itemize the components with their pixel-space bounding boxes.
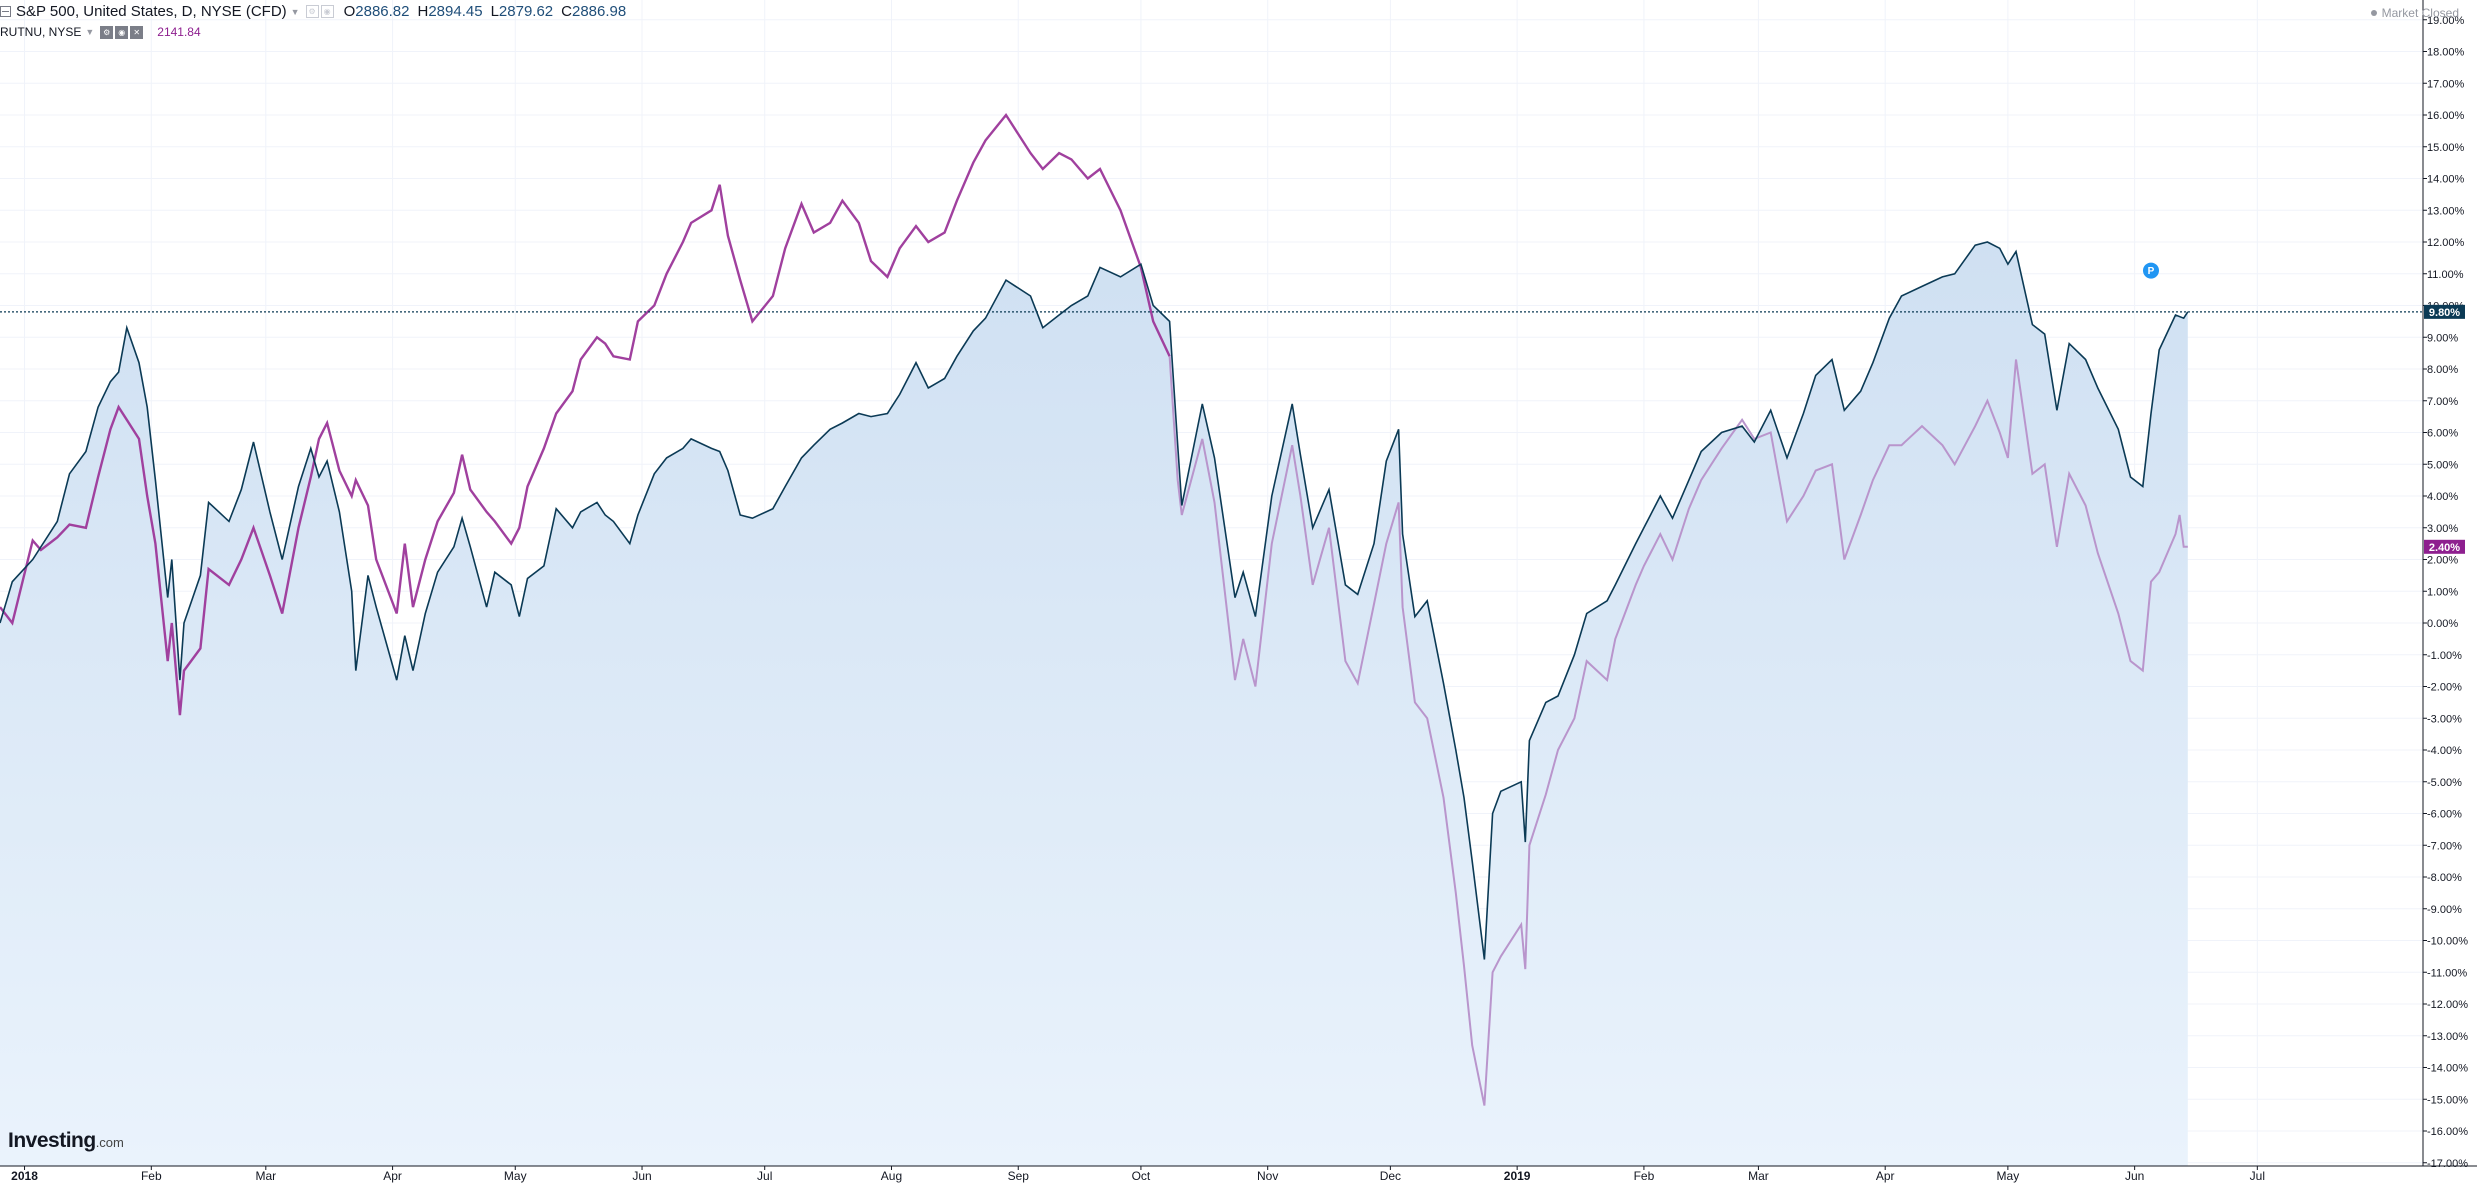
last-value-label: 9.80% — [2429, 307, 2460, 319]
y-tick-label: 2.00% — [2427, 555, 2458, 567]
x-tick-label: Aug — [881, 1169, 902, 1183]
settings-icon[interactable]: ⚙ — [100, 25, 114, 39]
p-marker[interactable]: P — [2142, 262, 2159, 279]
y-tick-label: 11.00% — [2427, 269, 2464, 281]
close-icon[interactable]: ✕ — [130, 25, 144, 39]
y-tick-label: -1.00% — [2427, 650, 2462, 662]
x-tick-label: Apr — [1876, 1169, 1895, 1183]
x-tick-label: Jun — [2125, 1169, 2144, 1183]
y-tick-label: 0.00% — [2427, 618, 2458, 630]
chevron-down-icon[interactable]: ▼ — [290, 6, 300, 17]
status-dot-icon — [2370, 10, 2377, 16]
y-tick-label: 8.00% — [2427, 364, 2458, 376]
market-status-label: Market Closed — [2381, 6, 2459, 20]
last-value-label: 2.40% — [2429, 542, 2460, 554]
x-tick-label: Nov — [1257, 1169, 1278, 1183]
visibility-icon[interactable]: ◉ — [320, 5, 334, 18]
y-tick-label: -11.00% — [2427, 967, 2467, 979]
rutnu-line — [0, 112, 1171, 716]
y-tick-label: -16.00% — [2427, 1126, 2468, 1138]
y-tick-label: 14.00% — [2427, 174, 2465, 186]
y-tick-label: -12.00% — [2427, 999, 2468, 1011]
y-tick-label: -2.00% — [2427, 682, 2462, 694]
y-tick-label: -8.00% — [2427, 872, 2462, 884]
high-value: 2894.45 — [428, 3, 483, 20]
settings-icon[interactable]: ⚙ — [305, 5, 319, 18]
compare-symbol-label[interactable]: RUTNU, NYSE — [0, 25, 82, 39]
open-label: O — [343, 3, 356, 20]
x-tick-label: Feb — [1634, 1169, 1655, 1183]
y-tick-label: -3.00% — [2427, 713, 2462, 725]
x-tick-label: Mar — [255, 1169, 276, 1183]
compare-value: 2141.84 — [157, 25, 201, 39]
y-tick-label: 7.00% — [2427, 396, 2458, 408]
open-value: 2886.82 — [355, 3, 410, 20]
y-tick-label: -6.00% — [2427, 809, 2462, 821]
x-tick-label: Oct — [1132, 1169, 1151, 1183]
y-tick-label: -17.00% — [2427, 1158, 2468, 1170]
y-tick-label: -9.00% — [2427, 904, 2462, 916]
sp500-line — [0, 241, 2189, 960]
x-tick-label: Jun — [632, 1169, 651, 1183]
high-label: H — [417, 3, 429, 20]
logo-brand: Investing — [8, 1129, 96, 1152]
x-tick-label: 2019 — [1504, 1169, 1531, 1183]
main-symbol-label[interactable]: S&P 500, United States, D, NYSE (CFD) — [16, 3, 287, 20]
y-tick-label: -4.00% — [2427, 745, 2462, 757]
y-tick-label: 1.00% — [2427, 586, 2458, 598]
y-tick-label: -14.00% — [2427, 1063, 2468, 1075]
y-tick-label: 17.00% — [2427, 78, 2465, 90]
rutnu-line-light-segment — [1168, 356, 2188, 1106]
marker-label: P — [2148, 266, 2155, 277]
x-tick-label: Jul — [2250, 1169, 2265, 1183]
x-tick-label: Apr — [383, 1169, 402, 1183]
market-status: Market Closed — [2370, 6, 2459, 20]
chevron-down-icon[interactable]: ▼ — [85, 27, 95, 37]
close-value: 2886.98 — [572, 3, 627, 20]
price-scale[interactable]: 19.00% 18.00% 17.00% 16.00% 15.00% 14.00% 13.0… — [2423, 15, 2468, 1170]
y-tick-label: 5.00% — [2427, 459, 2458, 471]
investing-logo: Investing.com — [8, 1129, 124, 1153]
main-series-legend: S&P 500, United States, D, NYSE (CFD) ▼ … — [0, 3, 626, 20]
last-value-badge — [2424, 539, 2465, 554]
x-tick-label: May — [504, 1169, 527, 1183]
x-tick-label: Jul — [757, 1169, 772, 1183]
y-tick-label: 16.00% — [2427, 110, 2465, 122]
y-tick-label: 13.00% — [2427, 205, 2465, 217]
last-value-badge — [2424, 304, 2465, 319]
y-tick-label: -5.00% — [2427, 777, 2462, 789]
low-label: L — [490, 3, 499, 20]
y-tick-label: 18.00% — [2427, 47, 2465, 59]
last-value-labels: 9.80% 2.40% — [2424, 304, 2465, 554]
close-label: C — [561, 3, 572, 20]
y-tick-label: 12.00% — [2427, 237, 2465, 249]
y-tick-label: 4.00% — [2427, 491, 2458, 503]
logo-domain: .com — [95, 1135, 124, 1150]
y-tick-label: 19.00% — [2427, 15, 2465, 27]
y-tick-label: 6.00% — [2427, 428, 2458, 440]
y-tick-label: -15.00% — [2427, 1094, 2468, 1106]
x-tick-label: Feb — [141, 1169, 162, 1183]
sp500-area-fill — [0, 242, 2188, 1166]
visibility-icon[interactable]: ◉ — [115, 25, 129, 39]
x-tick-label: 2018 — [11, 1169, 38, 1183]
y-tick-label: -13.00% — [2427, 1031, 2468, 1043]
y-tick-label: 3.00% — [2427, 523, 2458, 535]
x-tick-label: Sep — [1008, 1169, 1030, 1183]
compare-series-legend: RUTNU, NYSE ▼ ⚙ ◉ ✕ 2141.84 — [0, 25, 201, 39]
collapse-legend-icon[interactable] — [0, 6, 11, 17]
time-scale[interactable]: 2018 Feb Mar Apr May Jun Jul Aug Sep Oct Nov Dec 201… — [11, 1166, 2265, 1183]
x-tick-label: Dec — [1380, 1169, 1401, 1183]
y-tick-label: -7.00% — [2427, 840, 2462, 852]
low-value: 2879.62 — [498, 3, 554, 20]
y-tick-label: 9.00% — [2427, 332, 2458, 344]
x-tick-label: Mar — [1748, 1169, 1769, 1183]
y-tick-label: 15.00% — [2427, 142, 2465, 154]
x-tick-label: May — [1997, 1169, 2020, 1183]
y-tick-label: -10.00% — [2427, 936, 2468, 948]
